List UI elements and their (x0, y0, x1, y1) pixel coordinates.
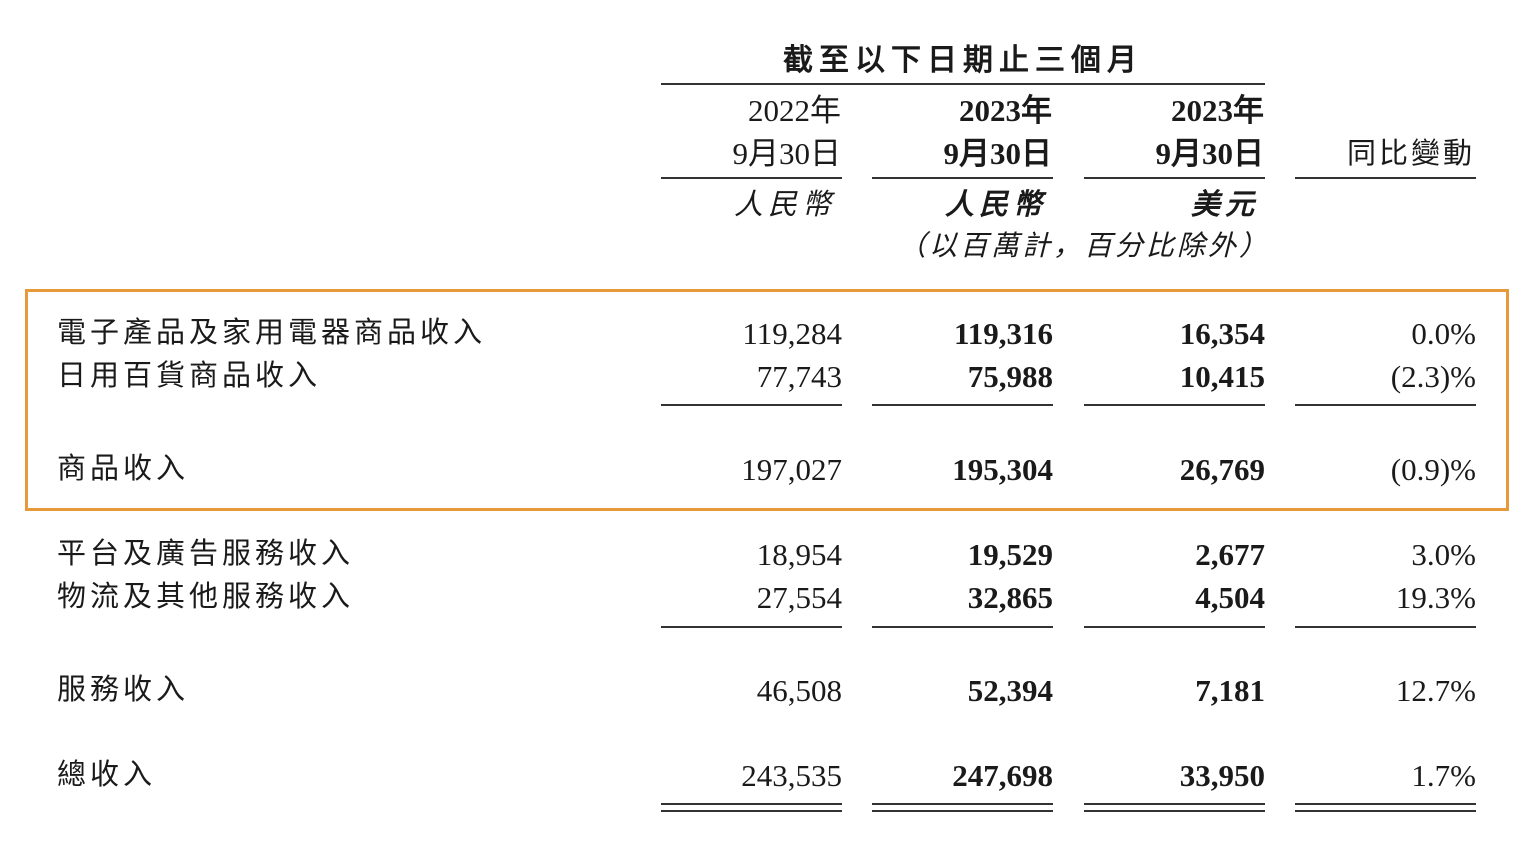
total-double-line-col3 (1084, 803, 1265, 812)
row-total-revenue-change: 1.7% (1411, 758, 1476, 793)
col3-currency: 美元 (1190, 187, 1259, 221)
col2-year: 2023年 (959, 93, 1052, 128)
row-platform-ads-2022: 18,954 (756, 537, 842, 572)
row-electronics-2023-usd: 16,354 (1179, 316, 1265, 351)
period-underline (661, 83, 1265, 85)
row-electronics-change: 0.0% (1411, 316, 1476, 351)
highlight-box-goods-revenue (25, 289, 1509, 511)
row-label-logistics: 物流及其他服務收入 (57, 579, 355, 613)
col3-header-underline (1084, 177, 1265, 179)
subtotal-line-col1 (661, 404, 842, 406)
row-label-goods-revenue: 商品收入 (57, 451, 190, 485)
row-label-total-revenue: 總收入 (57, 757, 157, 791)
row-goods-revenue-2023-rmb: 195,304 (952, 452, 1053, 487)
col3-date: 9月30日 (1155, 136, 1265, 171)
subtotal-line-col2 (872, 404, 1053, 406)
col2-currency: 人民幣 (944, 187, 1047, 221)
row-logistics-2022: 27,554 (756, 580, 842, 615)
row-logistics-2023-usd: 4,504 (1195, 580, 1265, 615)
row-platform-ads-2023-rmb: 19,529 (967, 537, 1053, 572)
total-double-line-col4 (1295, 803, 1476, 812)
col4-change-header: 同比變動 (1346, 136, 1475, 170)
col1-header-underline (661, 177, 842, 179)
row-total-revenue-2023-rmb: 247,698 (952, 758, 1053, 793)
row-service-revenue-2023-rmb: 52,394 (967, 673, 1053, 708)
row-electronics-2023-rmb: 119,316 (953, 316, 1053, 351)
col1-currency: 人民幣 (733, 187, 836, 221)
row-service-revenue-change: 12.7% (1395, 673, 1476, 708)
row-logistics-change: 19.3% (1395, 580, 1476, 615)
subtotal-line-col3 (1084, 404, 1265, 406)
row-total-revenue-2023-usd: 33,950 (1179, 758, 1265, 793)
row-label-platform-ads: 平台及廣告服務收入 (57, 536, 355, 570)
row-label-electronics: 電子產品及家用電器商品收入 (57, 315, 487, 349)
subtotal2-line-col2 (872, 626, 1053, 628)
row-platform-ads-change: 3.0% (1411, 537, 1476, 572)
col1-year: 2022年 (748, 93, 841, 128)
unit-note: （以百萬計，百分比除外） (897, 229, 1270, 262)
subtotal2-line-col4 (1295, 626, 1476, 628)
col2-header-underline (872, 177, 1053, 179)
row-logistics-2023-rmb: 32,865 (967, 580, 1053, 615)
col3-year: 2023年 (1171, 93, 1264, 128)
col4-header-underline (1295, 177, 1476, 179)
row-service-revenue-2023-usd: 7,181 (1195, 673, 1265, 708)
row-goods-revenue-change: (0.9)% (1390, 452, 1476, 487)
row-goods-revenue-2022: 197,027 (741, 452, 842, 487)
subtotal2-line-col3 (1084, 626, 1265, 628)
row-general-merchandise-2023-rmb: 75,988 (967, 359, 1053, 394)
row-label-general-merchandise: 日用百貨商品收入 (57, 358, 322, 392)
row-general-merchandise-change: (2.3)% (1390, 359, 1476, 394)
col2-date: 9月30日 (943, 136, 1053, 171)
row-goods-revenue-2023-usd: 26,769 (1179, 452, 1265, 487)
row-label-service-revenue: 服務收入 (57, 672, 190, 706)
total-double-line-col1 (661, 803, 842, 812)
period-header: 截至以下日期止三個月 (783, 43, 1143, 78)
row-total-revenue-2022: 243,535 (741, 758, 842, 793)
row-service-revenue-2022: 46,508 (756, 673, 842, 708)
subtotal2-line-col1 (661, 626, 842, 628)
row-general-merchandise-2022: 77,743 (756, 359, 842, 394)
row-general-merchandise-2023-usd: 10,415 (1179, 359, 1265, 394)
total-double-line-col2 (872, 803, 1053, 812)
subtotal-line-col4 (1295, 404, 1476, 406)
col1-date: 9月30日 (732, 136, 842, 171)
row-electronics-2022: 119,284 (742, 316, 842, 351)
row-platform-ads-2023-usd: 2,677 (1195, 537, 1265, 572)
